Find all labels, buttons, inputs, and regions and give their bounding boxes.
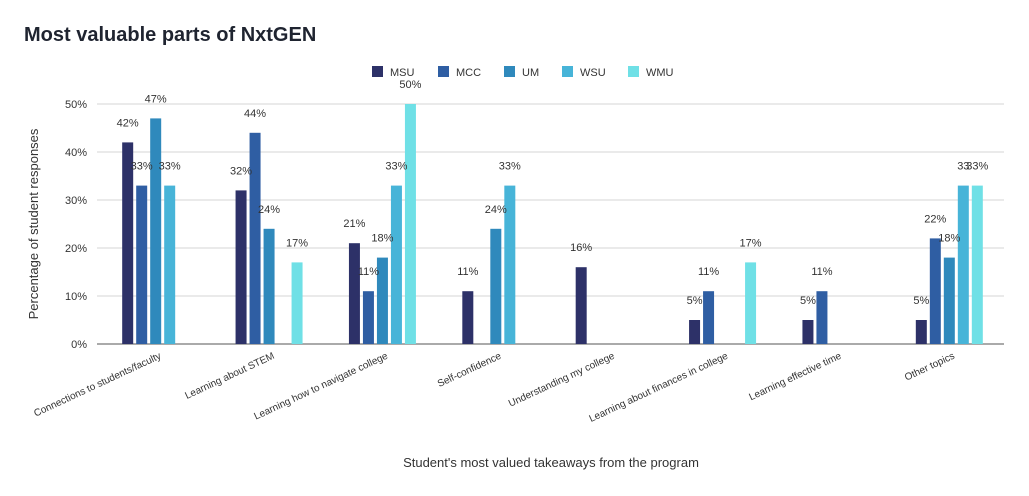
data-label-um: 24% <box>258 204 280 216</box>
legend-label-wmu: WMU <box>646 67 674 79</box>
data-labels: 42% 33% 47% 33% 32% 44% 24% 17% 21% 11% 18% 33% 50% 1… <box>117 79 989 307</box>
bar-mcc <box>249 132 261 344</box>
legend-swatch-wsu <box>562 66 573 77</box>
data-label-mcc: 22% <box>924 213 946 225</box>
legend-label-msu: MSU <box>390 67 415 79</box>
data-label-msu: 5% <box>800 295 816 307</box>
data-label-um: 18% <box>371 233 393 245</box>
y-tick-label: 40% <box>65 147 87 159</box>
bar-mcc <box>362 291 374 344</box>
legend-label-wsu: WSU <box>580 67 606 79</box>
bar-msu <box>802 320 814 344</box>
legend-label-mcc: MCC <box>456 67 481 79</box>
data-label-mcc: 11% <box>358 266 379 278</box>
bar-wmu <box>404 104 416 344</box>
category-labels: Connections to students/faculty Learning … <box>32 351 956 425</box>
category-label: Other topics <box>903 351 957 384</box>
gridlines: 0% 10% 20% 30% 40% 50% <box>65 99 1004 351</box>
category-label: Understanding my college <box>507 351 617 410</box>
data-label-wmu: 17% <box>740 237 762 249</box>
data-label-wmu: 17% <box>286 237 308 249</box>
y-tick-label: 20% <box>65 243 87 255</box>
bar-msu <box>348 243 360 344</box>
data-label-wsu: 33% <box>159 161 181 173</box>
category-label: Self-confidence <box>436 351 504 390</box>
category-label: Learning about STEM <box>184 351 277 402</box>
bar-um <box>376 257 388 344</box>
bar-mcc <box>136 185 148 344</box>
data-label-msu: 32% <box>230 165 252 177</box>
data-label-um: 24% <box>485 204 507 216</box>
x-axis-title: Student's most valued takeaways from the… <box>403 455 699 470</box>
bar-mcc <box>816 291 828 344</box>
bar-um <box>150 118 162 345</box>
legend-swatch-mcc <box>438 66 449 77</box>
data-label-wsu: 33% <box>499 161 521 173</box>
y-tick-label: 10% <box>65 291 87 303</box>
legend-label-um: UM <box>522 67 539 79</box>
bar-msu <box>235 190 247 344</box>
bar-msu <box>462 291 474 344</box>
data-label-um: 47% <box>145 93 167 105</box>
bar-wsu <box>504 185 516 344</box>
data-label-mcc: 33% <box>131 161 153 173</box>
bar-msu <box>689 320 701 344</box>
bar-mcc <box>929 238 941 344</box>
bar-wsu <box>164 185 176 344</box>
category-label: Connections to students/faculty <box>32 351 163 420</box>
data-label-wmu: 50% <box>399 79 421 91</box>
data-label-mcc: 11% <box>811 266 832 278</box>
legend-swatch-msu <box>372 66 383 77</box>
bar-wmu <box>745 262 757 344</box>
bar-um <box>490 228 502 344</box>
bar-wsu <box>390 185 402 344</box>
data-label-wsu: 33 <box>957 161 969 173</box>
bar-wsu <box>957 185 969 344</box>
data-label-mcc: 11% <box>698 266 719 278</box>
bar-wmu <box>971 185 983 344</box>
chart-title: Most valuable parts of NxtGEN <box>24 24 317 46</box>
y-tick-label: 50% <box>65 99 87 111</box>
y-axis-title: Percentage of student responses <box>26 128 41 319</box>
bar-msu <box>915 320 927 344</box>
data-label-msu: 42% <box>117 117 139 129</box>
legend-swatch-wmu <box>628 66 639 77</box>
legend-swatch-um <box>504 66 515 77</box>
y-tick-label: 30% <box>65 195 87 207</box>
bar-wmu <box>291 262 303 344</box>
bar-msu <box>122 142 134 344</box>
data-label-msu: 21% <box>343 218 365 230</box>
bar-mcc <box>703 291 715 344</box>
data-label-msu: 16% <box>570 242 592 254</box>
legend: MSU MCC UM WSU WMU <box>372 66 674 79</box>
data-label-um: 18% <box>938 233 960 245</box>
bars <box>122 104 983 345</box>
data-label-wmu: 33% <box>966 161 988 173</box>
data-label-mcc: 44% <box>244 108 266 120</box>
data-label-msu: 5% <box>913 295 929 307</box>
y-tick-label: 0% <box>71 339 87 351</box>
bar-um <box>943 257 955 344</box>
category-label: Learning effective time <box>748 351 844 404</box>
bar-um <box>263 228 275 344</box>
data-label-wsu: 33% <box>385 161 407 173</box>
data-label-msu: 11% <box>457 266 478 278</box>
data-label-msu: 5% <box>687 295 703 307</box>
bar-msu <box>575 267 587 344</box>
